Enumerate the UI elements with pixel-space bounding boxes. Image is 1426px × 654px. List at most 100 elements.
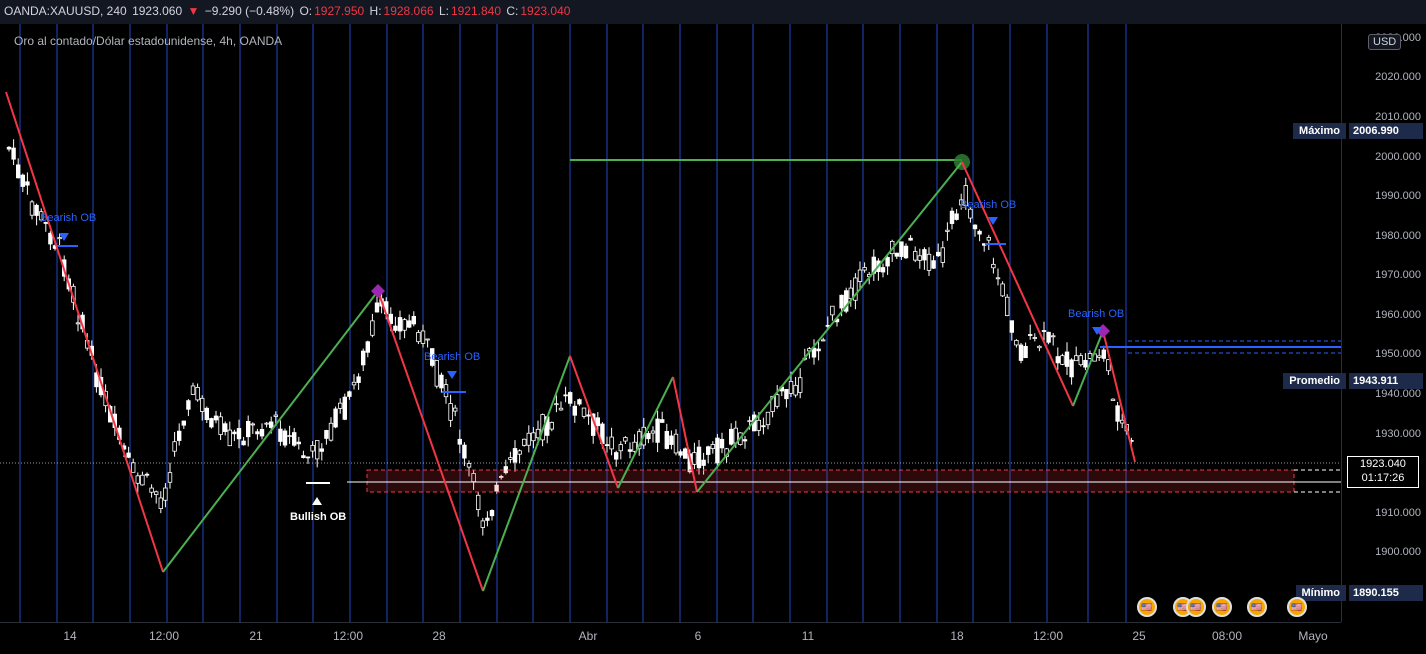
candle-down [972, 224, 978, 230]
candle-down [282, 430, 288, 446]
candle-down [1046, 331, 1051, 343]
candle-down [572, 405, 577, 416]
session-lines [19, 24, 1127, 622]
candle-up [287, 435, 292, 438]
low-label: L: [438, 4, 449, 18]
bearish-ob-label: Bearish OB [960, 199, 1017, 211]
candle-down [245, 420, 251, 438]
time-axis[interactable]: 14 12:00 21 12:00 28 Abr 6 11 18 12:00 25 08:00 Mayo [0, 622, 1341, 654]
candle-down [1064, 351, 1070, 367]
price-axis[interactable]: 2030.0002020.0002010.0002000.0001990.000… [1341, 24, 1426, 622]
candle-up [443, 384, 449, 398]
us-flag-icon[interactable]: 🇺🇸 [1247, 597, 1267, 617]
us-flag-icon[interactable]: 🇺🇸 [1137, 597, 1157, 617]
candle-down [25, 181, 30, 186]
candle-down [489, 510, 495, 517]
time-tick-label: 08:00 [1211, 629, 1243, 643]
candle-down [360, 350, 366, 366]
bearish-ob-label: Bearish OB [40, 212, 97, 224]
time-tick-label: 14 [63, 629, 77, 643]
candle-up [632, 441, 637, 452]
candle-down [209, 418, 214, 428]
candle-down [374, 302, 380, 313]
candle-up [480, 520, 485, 528]
candle-up [618, 444, 623, 452]
time-tick-label: 11 [801, 629, 815, 643]
candle-down [816, 348, 821, 352]
candle-up [337, 402, 343, 409]
candle-up [264, 422, 269, 425]
candle-up [692, 452, 697, 465]
down-arrow-icon: ▼ [187, 4, 200, 18]
candle-down [761, 425, 766, 428]
price-tick-label: 1910.000 [1375, 507, 1421, 519]
candle-down [1018, 344, 1024, 361]
candle-down [439, 374, 444, 389]
chart-title: Oro al contado/Dólar estadounidense, 4h,… [14, 34, 283, 48]
candle-down [222, 423, 228, 432]
price-tick-label: 1980.000 [1375, 230, 1421, 242]
candle-down [319, 448, 324, 452]
candle-down [719, 438, 725, 449]
avg-value: 1943.911 [1349, 373, 1423, 389]
us-flag-icon[interactable]: 🇺🇸 [1287, 597, 1307, 617]
candle-down [1023, 345, 1028, 359]
candle-down [880, 267, 886, 273]
candle-up [448, 403, 453, 421]
candle-up [195, 387, 200, 401]
zigzag-down-leg [1102, 330, 1136, 463]
price-tick-label: 2000.000 [1375, 151, 1421, 163]
bar-countdown: 01:17:26 [1361, 472, 1405, 484]
candle-down [903, 245, 909, 259]
candle-up [190, 385, 196, 395]
candle-down [1009, 320, 1014, 333]
candle-up [75, 322, 81, 325]
candle-down [324, 430, 329, 439]
candle-up [1110, 398, 1116, 401]
candle-up [650, 430, 656, 434]
candle-down [729, 428, 734, 445]
bearish-ob-arrow [988, 217, 998, 225]
candle-up [163, 487, 168, 501]
candle-up [153, 491, 159, 495]
candle-up [314, 440, 320, 460]
min-value: 1890.155 [1349, 585, 1423, 601]
symbol-name[interactable]: OANDA:XAUUSD, 240 [4, 4, 127, 18]
candle-down [899, 241, 904, 257]
candle-up [1106, 359, 1111, 372]
price-tick-label: 1950.000 [1375, 348, 1421, 360]
candle-down [922, 249, 927, 261]
candle-up [172, 441, 177, 452]
candle-down [577, 399, 582, 405]
us-flag-icon[interactable]: 🇺🇸 [1186, 597, 1206, 617]
candle-up [1074, 355, 1079, 362]
last-price: 1923.060 [132, 4, 183, 18]
candle-up [508, 457, 513, 460]
candle-down [462, 444, 467, 459]
candle-down [627, 449, 633, 452]
candle-up [522, 438, 527, 446]
candle-up [765, 411, 771, 426]
current-price-label: 1923.040 01:17:26 [1347, 456, 1419, 488]
candle-down [204, 407, 209, 420]
candle-up [609, 436, 614, 450]
time-tick-label: 28 [432, 629, 446, 643]
candle-down [411, 315, 416, 325]
us-flag-icon[interactable]: 🇺🇸 [1212, 597, 1232, 617]
candle-up [756, 419, 761, 431]
zigzag-down-leg [961, 161, 1074, 407]
candle-down [655, 418, 660, 443]
candle-down [457, 438, 462, 445]
candle-up [1060, 355, 1065, 365]
chart-canvas[interactable] [0, 24, 1341, 622]
candle-up [310, 444, 315, 452]
candle-down [646, 433, 651, 440]
low-value: 1921.840 [450, 4, 502, 18]
high-value: 1928.066 [383, 4, 434, 18]
max-label: Máximo 2006.990 [0, 123, 1426, 139]
bearish-ob-label: Bearish OB [424, 351, 481, 363]
price-tick-label: 1940.000 [1375, 388, 1421, 400]
candle-up [531, 432, 536, 442]
currency-button[interactable]: USD [1368, 34, 1402, 50]
candle-up [1000, 283, 1005, 297]
